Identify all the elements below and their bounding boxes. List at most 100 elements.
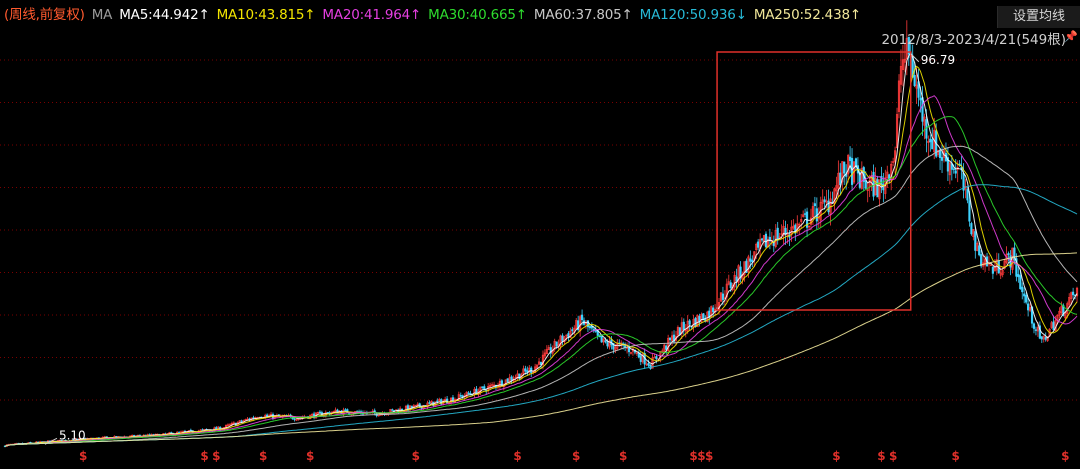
candle [948,160,951,185]
candle [917,68,920,107]
candle [860,161,863,190]
dividend-marker[interactable]: $ [1061,449,1069,463]
candle [894,146,897,174]
candle [809,208,813,231]
candle [849,146,852,173]
candle [328,410,331,416]
candle [1068,293,1071,308]
candle [835,176,838,199]
candle [700,312,703,324]
dividend-marker[interactable]: $ [259,449,267,463]
candle [1021,282,1024,300]
high-label: 96.79 [921,53,955,67]
candle [974,225,977,259]
candle [854,157,858,171]
candle [764,231,768,248]
candle [676,325,680,338]
candle [786,224,789,244]
candle [807,225,811,230]
dividend-marker[interactable]: $ [952,449,960,463]
candle [804,208,807,218]
legend-item-ma250: MA250:52.438↑ [753,7,861,23]
candle [913,61,916,88]
dividend-marker[interactable]: $ [689,449,697,463]
pin-icon[interactable]: 📌 [1064,30,1078,43]
grid-lines [0,59,1080,401]
candle [669,337,672,346]
legend-item-ma30: MA30:40.665↑ [428,7,527,23]
dividend-marker[interactable]: $ [619,449,627,463]
candle [1040,335,1043,343]
dividend-marker[interactable]: $ [412,449,420,463]
candle [215,426,218,430]
candle [672,330,676,344]
candle [629,351,633,355]
candle [843,161,846,185]
high-pointer [910,53,920,63]
candle [459,392,462,398]
candle [1052,315,1055,331]
dividend-marker[interactable]: $ [79,449,87,463]
candle [545,345,548,355]
candle [903,43,906,72]
dividend-marker[interactable]: $ [212,449,220,463]
dividend-marker[interactable]: $ [306,449,314,463]
candle [428,400,431,405]
dividend-marker[interactable]: $ [200,449,208,463]
candle [1009,250,1012,276]
candle [737,264,740,287]
candle [1015,253,1018,282]
ma-line-ma10 [4,65,1078,447]
dividend-marker[interactable]: $ [572,449,580,463]
candle [670,331,674,346]
candle [827,189,830,215]
candle [929,134,932,152]
candle [526,366,529,376]
candle [899,49,903,93]
candle [907,36,910,66]
dividend-marker[interactable]: $ [705,449,713,463]
candle [886,165,889,189]
candle [768,228,771,250]
candle [1042,335,1045,343]
candle [1044,332,1047,342]
candle [667,334,670,354]
candle [547,344,550,351]
candle [831,191,834,204]
candle [312,411,316,420]
candle [561,333,564,346]
candle [543,349,546,359]
candle [1072,287,1075,299]
legend-item-ma10: MA10:43.815↑ [216,7,316,23]
ma-legend: (周线,前复权) MA MA5:44.942↑ MA10:43.815↑ MA20:41… [4,5,875,25]
candle [882,172,885,203]
dividend-marker[interactable]: $ [697,449,705,463]
dividend-marker[interactable]: $ [889,449,897,463]
candle [712,305,715,318]
candle [821,189,824,210]
candle [823,196,826,210]
candle [430,400,433,404]
candle [1050,320,1053,329]
candle [708,307,711,324]
candle [1007,251,1010,262]
candle [684,323,687,338]
candle [991,266,994,280]
candle [514,374,517,381]
candle [483,384,486,391]
candle [588,324,591,331]
legend-item-ma20: MA20:41.964↑ [322,7,422,23]
dividend-marker[interactable]: $ [877,449,885,463]
candle [453,397,457,403]
candle [927,135,930,157]
candle [858,168,861,190]
candle [940,144,944,174]
candle [847,153,850,183]
ma-line-ma250 [4,252,1078,447]
set-ma-button[interactable]: 设置均线 [997,6,1080,28]
candle [1034,326,1038,336]
dividend-marker[interactable]: $ [832,449,840,463]
dividend-marker[interactable]: $ [513,449,521,463]
